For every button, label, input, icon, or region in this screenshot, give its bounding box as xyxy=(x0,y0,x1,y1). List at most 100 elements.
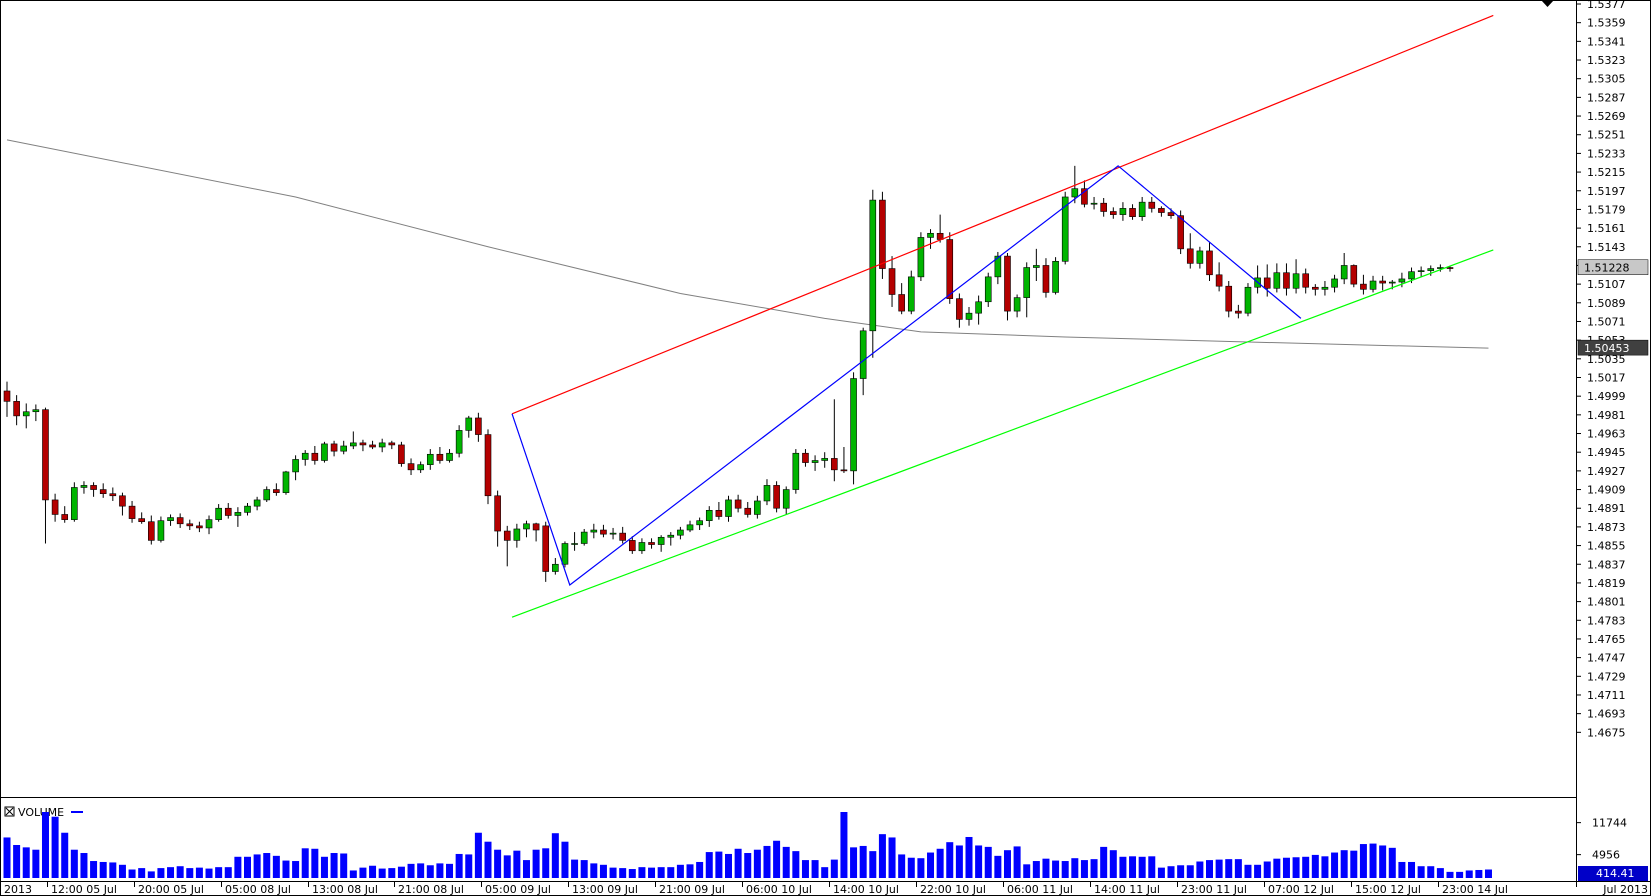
candle-body-down xyxy=(1350,265,1358,285)
candle xyxy=(205,515,213,535)
candle xyxy=(571,532,578,551)
volume-bar xyxy=(1234,859,1242,878)
candle-body-down xyxy=(148,521,155,541)
volume-bar xyxy=(417,863,425,878)
candle xyxy=(99,483,107,498)
price-tick-label: 1.4711 xyxy=(1587,689,1626,702)
candle-body-up xyxy=(426,453,434,465)
candle-body-up xyxy=(609,532,617,535)
volume-bar xyxy=(705,852,713,878)
volume-bar xyxy=(859,845,867,878)
candle xyxy=(1283,263,1290,296)
candle xyxy=(1100,198,1107,217)
price-tick-label: 1.4981 xyxy=(1587,409,1626,422)
volume-bar xyxy=(811,860,819,878)
upper-channel-line[interactable] xyxy=(511,14,1494,415)
candle-body-up xyxy=(292,459,299,473)
candle xyxy=(1417,266,1425,277)
candle xyxy=(811,455,819,471)
zigzag-line[interactable] xyxy=(511,165,1302,586)
candle xyxy=(523,520,530,538)
candle-body-down xyxy=(734,499,742,509)
candle-body-down xyxy=(879,199,886,269)
candle-body-up xyxy=(1331,278,1338,288)
price-tick-label: 1.5035 xyxy=(1587,353,1626,366)
volume-bar xyxy=(657,867,665,878)
candle-body-down xyxy=(1042,265,1050,293)
volume-bar xyxy=(1042,858,1050,878)
volume-bar xyxy=(609,867,617,878)
volume-bar xyxy=(984,846,992,878)
candle-body-down xyxy=(1206,250,1213,276)
candle-body-up xyxy=(1273,272,1281,289)
candle-body-down xyxy=(1235,310,1242,314)
candle xyxy=(907,270,915,315)
candle xyxy=(407,458,415,476)
candle xyxy=(167,514,174,526)
volume-bar xyxy=(70,849,78,878)
price-tick-label: 1.5233 xyxy=(1587,147,1626,160)
price-tick-label: 1.4963 xyxy=(1587,428,1626,441)
time-tick-label: 13:00 09 Jul xyxy=(572,883,638,896)
candle xyxy=(619,526,626,544)
candle xyxy=(465,415,473,438)
candle xyxy=(1369,275,1377,293)
volume-bar xyxy=(3,837,11,878)
volume-bar xyxy=(830,859,838,878)
volume-bar xyxy=(599,864,607,878)
candle xyxy=(224,503,232,519)
candle-body-up xyxy=(446,452,453,461)
candle xyxy=(754,495,761,519)
volume-bar xyxy=(1263,861,1271,878)
candle xyxy=(734,494,742,513)
candle-body-down xyxy=(1263,277,1271,289)
candle xyxy=(725,495,732,522)
indicator-close-icon-x2 xyxy=(5,807,14,816)
volume-tick-label: 4956 xyxy=(1592,849,1620,862)
candle-body-up xyxy=(696,520,703,526)
candle-body-down xyxy=(802,452,809,463)
candle xyxy=(148,515,155,545)
volume-bar xyxy=(1379,845,1387,878)
candles-layer xyxy=(3,165,1454,582)
candle-body-down xyxy=(1129,208,1136,217)
lower-channel-line[interactable] xyxy=(511,249,1494,618)
candle-body-down xyxy=(196,525,203,529)
candle xyxy=(821,452,829,468)
volume-bar xyxy=(1052,860,1060,878)
volume-bar xyxy=(1148,856,1156,878)
candle xyxy=(1148,196,1156,213)
price-tick-label: 1.5251 xyxy=(1587,129,1626,142)
candle xyxy=(628,536,636,554)
moving-average-badge-bg xyxy=(1577,339,1649,356)
volume-bar xyxy=(503,855,511,878)
candle xyxy=(1196,246,1204,269)
volume-bar xyxy=(628,869,636,878)
candle xyxy=(1321,281,1329,296)
volume-pane: VOLUME 11744 4956 414.41 xyxy=(3,806,1648,881)
volume-bar xyxy=(1225,859,1233,878)
volume-bar xyxy=(917,858,925,878)
candle xyxy=(51,493,59,522)
volume-bar xyxy=(1417,866,1425,878)
price-tick-label: 1.5269 xyxy=(1587,110,1626,123)
price-tick-label: 1.4855 xyxy=(1587,540,1626,553)
candle xyxy=(686,520,694,533)
candle xyxy=(321,441,328,463)
volume-bar xyxy=(195,867,203,878)
price-tick-label: 1.4729 xyxy=(1587,670,1626,683)
candle-body-down xyxy=(1215,274,1223,287)
candle-body-down xyxy=(1100,202,1107,212)
candle-body-up xyxy=(215,507,222,520)
candle-body-up xyxy=(917,237,925,278)
price-tick-label: 1.5197 xyxy=(1587,185,1626,198)
volume-bar xyxy=(253,854,261,878)
candle xyxy=(802,449,809,467)
volume-bar xyxy=(446,863,454,878)
volume-bar xyxy=(118,864,126,878)
time-tick-label: 2013 xyxy=(4,883,32,896)
candle-body-up xyxy=(677,529,684,536)
volume-bar xyxy=(773,840,781,878)
candle-body-down xyxy=(744,507,752,515)
scroll-marker-icon[interactable] xyxy=(1541,0,1554,7)
